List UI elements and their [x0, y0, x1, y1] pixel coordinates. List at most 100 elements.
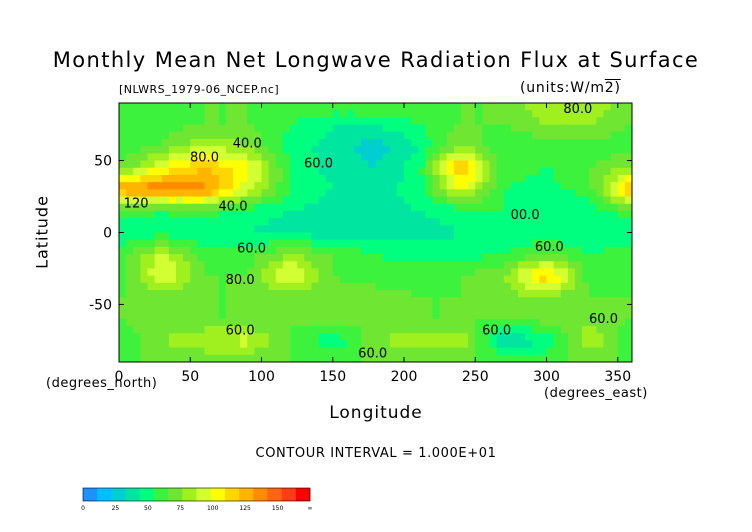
heatmap-cell	[282, 117, 291, 125]
heatmap-cell	[233, 340, 241, 349]
heatmap-cell	[617, 174, 626, 183]
heatmap-cell	[211, 153, 220, 161]
heatmap-cell	[503, 297, 512, 305]
heatmap-cell	[275, 210, 284, 219]
colorbar-swatch	[125, 488, 141, 501]
x-axis-label: Longitude	[329, 403, 423, 423]
heatmap-cell	[332, 340, 341, 349]
heatmap-cell	[532, 304, 540, 313]
heatmap-cell	[589, 232, 597, 241]
heatmap-cell	[176, 232, 184, 241]
heatmap-cell	[518, 318, 526, 327]
heatmap-cell	[518, 311, 526, 320]
heatmap-cell	[539, 182, 547, 190]
heatmap-cell	[282, 167, 291, 176]
heatmap-cell	[261, 347, 270, 356]
heatmap-cell	[603, 138, 612, 147]
heatmap-cell	[290, 340, 298, 349]
heatmap-cell	[617, 354, 626, 363]
heatmap-cell	[539, 347, 547, 356]
heatmap-cell	[617, 297, 626, 305]
heatmap-cell	[311, 311, 319, 320]
heatmap-cell	[553, 153, 562, 161]
heatmap-cell	[190, 333, 198, 341]
heatmap-cell	[382, 167, 391, 176]
heatmap-cell	[603, 189, 612, 197]
heatmap-cell	[126, 131, 134, 140]
heatmap-cell	[453, 261, 462, 269]
heatmap-cell	[425, 174, 433, 183]
heatmap-cell	[582, 146, 590, 154]
heatmap-cell	[304, 304, 312, 313]
heatmap-cell	[582, 326, 590, 334]
heatmap-cell	[475, 196, 483, 205]
heatmap-cell	[282, 254, 291, 262]
heatmap-cell	[147, 268, 156, 277]
heatmap-cell	[575, 138, 583, 147]
heatmap-cell	[140, 182, 148, 190]
heatmap-cell	[425, 225, 433, 233]
heatmap-cell	[204, 124, 213, 133]
heatmap-cell	[404, 131, 412, 140]
heatmap-cell	[297, 326, 305, 334]
heatmap-cell	[147, 275, 156, 284]
heatmap-cell	[596, 189, 604, 197]
heatmap-cell	[539, 146, 547, 154]
heatmap-cell	[218, 131, 227, 140]
heatmap-cell	[546, 182, 555, 190]
heatmap-cell	[154, 347, 163, 356]
heatmap-cell	[354, 318, 362, 327]
heatmap-cell	[332, 117, 341, 125]
heatmap-cell	[176, 275, 184, 284]
heatmap-cell	[140, 131, 148, 140]
heatmap-cell	[411, 347, 419, 356]
heatmap-cell	[161, 347, 170, 356]
heatmap-cell	[489, 318, 498, 327]
heatmap-cell	[510, 124, 519, 133]
heatmap-cell	[297, 340, 305, 349]
heatmap-cell	[624, 246, 633, 255]
heatmap-cell	[596, 290, 604, 298]
heatmap-cell	[489, 304, 498, 313]
heatmap-cell	[268, 167, 277, 176]
heatmap-cell	[596, 268, 604, 277]
heatmap-cell	[411, 174, 419, 183]
heatmap-cell	[347, 354, 355, 363]
heatmap-cell	[368, 124, 376, 133]
heatmap-cell	[482, 182, 490, 190]
heatmap-cell	[133, 153, 141, 161]
heatmap-cell	[297, 304, 305, 313]
heatmap-cell	[375, 210, 384, 219]
heatmap-cell	[510, 333, 519, 341]
heatmap-cell	[247, 246, 255, 255]
heatmap-cell	[567, 290, 576, 298]
heatmap-cell	[596, 282, 604, 291]
heatmap-cell	[582, 210, 590, 219]
heatmap-cell	[261, 167, 270, 176]
heatmap-cell	[347, 131, 355, 140]
heatmap-cell	[190, 189, 198, 197]
heatmap-cell	[183, 282, 191, 291]
heatmap-cell	[218, 182, 227, 190]
heatmap-cell	[168, 138, 177, 147]
heatmap-cell	[147, 290, 156, 298]
heatmap-cell	[332, 196, 341, 205]
heatmap-cell	[361, 146, 369, 154]
heatmap-cell	[432, 282, 441, 291]
heatmap-cell	[603, 239, 612, 248]
heatmap-cell	[354, 304, 362, 313]
heatmap-cell	[582, 117, 590, 125]
heatmap-cell	[475, 218, 483, 226]
heatmap-cell	[589, 333, 597, 341]
heatmap-cell	[176, 146, 184, 154]
heatmap-cell	[325, 138, 334, 147]
heatmap-cell	[539, 297, 547, 305]
heatmap-cell	[297, 354, 305, 363]
heatmap-cell	[596, 311, 604, 320]
heatmap-cell	[510, 182, 519, 190]
heatmap-cell	[304, 103, 312, 111]
heatmap-cell	[560, 304, 569, 313]
heatmap-cell	[482, 225, 490, 233]
heatmap-cell	[624, 347, 633, 356]
heatmap-cell	[446, 124, 455, 133]
